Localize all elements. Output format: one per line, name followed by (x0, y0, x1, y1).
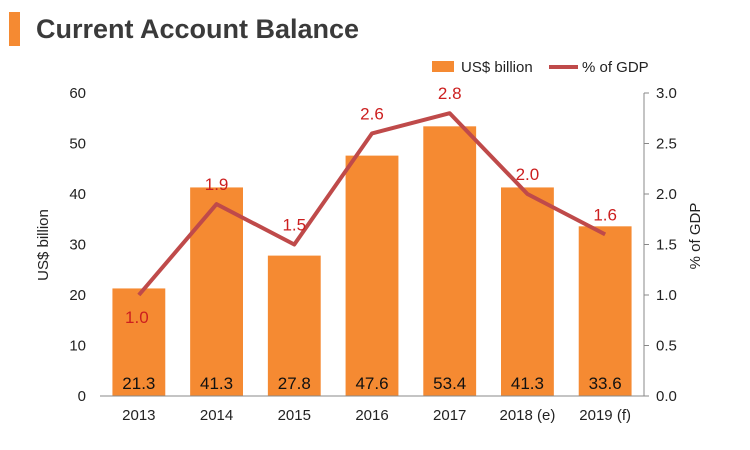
line-series (137, 111, 607, 297)
bar-2019-f (578, 226, 632, 396)
gdp-share-line (137, 111, 607, 297)
line-value-label: 2.6 (360, 104, 384, 123)
left-tick-label: 60 (69, 85, 86, 102)
right-axis-title: % of GDP (687, 203, 704, 270)
x-tick-label: 2014 (200, 407, 233, 424)
left-tick-label: 50 (69, 136, 86, 153)
right-tick-label: 3.0 (656, 85, 677, 102)
right-axis-ticks: 0.0 0.5 1.0 1.5 2.0 2.5 3.0 (644, 85, 677, 405)
right-tick-label: 2.5 (656, 136, 677, 153)
bar-value-label: 41.3 (511, 374, 544, 393)
right-tick-label: 2.0 (656, 186, 677, 203)
left-tick-label: 10 (69, 338, 86, 355)
bar-value-label: 27.8 (278, 374, 311, 393)
line-value-label: 1.9 (205, 175, 229, 194)
right-tick-label: 0.0 (656, 388, 677, 405)
x-tick-label: 2019 (f) (579, 407, 631, 424)
x-tick-label: 2016 (355, 407, 388, 424)
bar-2017 (423, 126, 477, 396)
x-axis-ticks: 2013 2014 2015 2016 2017 2018 (e) 2019 (f) (122, 407, 631, 424)
bar-series (112, 126, 632, 396)
left-axis-ticks: 0 10 20 30 40 50 60 (69, 85, 86, 405)
left-axis-title: US$ billion (35, 209, 52, 281)
bar-data-labels: 21.3 41.3 27.8 47.6 53.4 41.3 33.6 (122, 374, 621, 393)
bar-2015 (267, 255, 321, 396)
right-tick-label: 1.5 (656, 237, 677, 254)
bar-value-label: 21.3 (122, 374, 155, 393)
x-tick-label: 2018 (e) (499, 407, 555, 424)
left-tick-label: 30 (69, 237, 86, 254)
bar-2018-e (501, 187, 554, 396)
legend-label-bars: US$ billion (461, 59, 533, 76)
left-tick-label: 0 (78, 388, 86, 405)
left-tick-label: 40 (69, 186, 86, 203)
bar-2014 (190, 187, 243, 396)
bar-value-label: 41.3 (200, 374, 233, 393)
title-accent-bar (9, 12, 20, 46)
bar-2016 (345, 155, 399, 396)
line-value-label: 1.6 (593, 205, 617, 224)
right-tick-label: 1.0 (656, 287, 677, 304)
bar-2013 (112, 288, 166, 396)
line-data-labels: 1.0 1.9 1.5 2.6 2.8 2.0 1.6 (125, 84, 617, 327)
legend-label-line: % of GDP (582, 59, 649, 76)
legend-swatch-bars (432, 61, 454, 72)
line-value-label: 2.8 (438, 84, 462, 103)
bar-value-label: 33.6 (589, 374, 622, 393)
left-tick-label: 20 (69, 287, 86, 304)
line-value-label: 2.0 (516, 165, 540, 184)
line-value-label: 1.0 (125, 308, 149, 327)
x-tick-label: 2015 (278, 407, 311, 424)
legend: US$ billion % of GDP (432, 59, 649, 76)
bar-value-label: 47.6 (355, 374, 388, 393)
right-tick-label: 0.5 (656, 338, 677, 355)
chart-title: Current Account Balance (36, 14, 359, 44)
line-value-label: 1.5 (282, 216, 306, 235)
x-tick-label: 2017 (433, 407, 466, 424)
x-tick-label: 2013 (122, 407, 155, 424)
bar-value-label: 53.4 (433, 374, 466, 393)
